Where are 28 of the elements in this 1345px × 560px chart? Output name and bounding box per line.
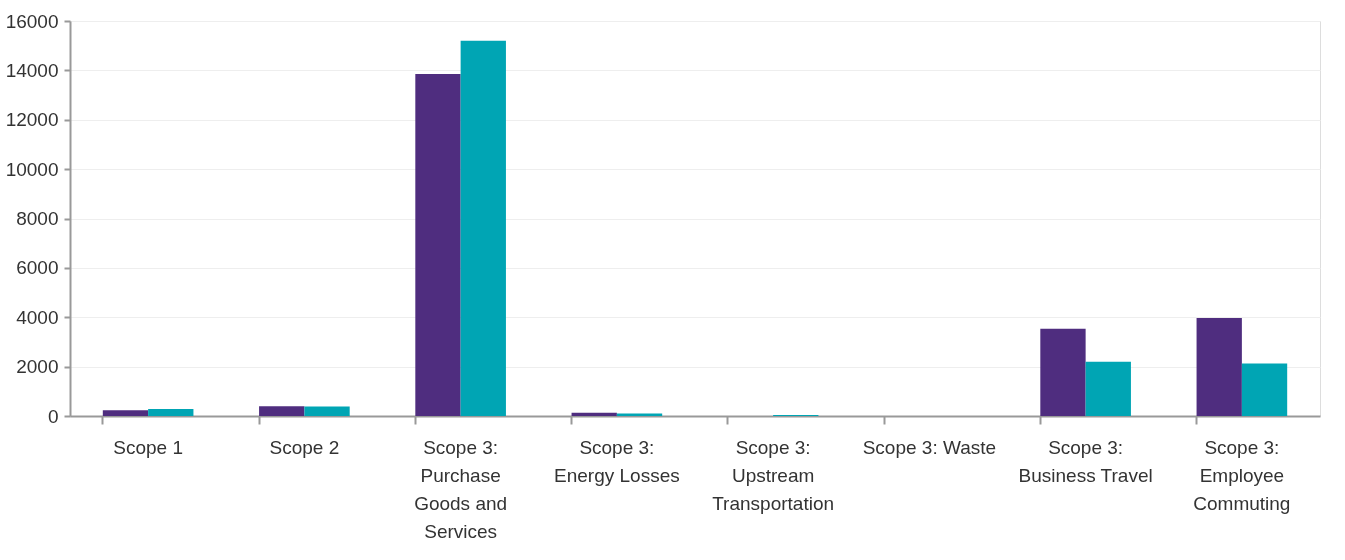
y-tick-label: 10000 bbox=[5, 158, 59, 180]
x-tick-label: Scope 3: Purchase Goods and Services bbox=[414, 436, 508, 542]
y-tick-label: 2000 bbox=[16, 356, 59, 378]
x-tick-label: Scope 1 bbox=[113, 436, 183, 458]
bar bbox=[304, 406, 350, 416]
y-tick-label: 14000 bbox=[5, 59, 59, 81]
x-tick-label: Scope 2 bbox=[269, 436, 340, 458]
bar bbox=[460, 40, 506, 416]
bar bbox=[1241, 363, 1288, 416]
x-tick-label: Scope 3: Upstream Transportation bbox=[712, 436, 835, 514]
bar bbox=[102, 410, 149, 416]
bar bbox=[148, 409, 194, 416]
y-tick-label: 0 bbox=[47, 405, 59, 427]
bar bbox=[415, 74, 461, 416]
y-tick-label: 6000 bbox=[16, 257, 59, 279]
x-tick-label: Scope 3: Energy Losses bbox=[554, 436, 680, 486]
x-tick-label: Scope 3: Business Travel bbox=[1018, 436, 1153, 486]
y-tick-label: 8000 bbox=[16, 208, 59, 229]
bar bbox=[259, 406, 305, 416]
bar bbox=[571, 412, 617, 416]
bar bbox=[1040, 328, 1086, 416]
x-tick-label: Scope 3: Employee Commuting bbox=[1193, 436, 1291, 514]
x-tick-label: Scope 3: Waste bbox=[862, 436, 997, 458]
bar bbox=[1085, 361, 1131, 416]
y-tick-label: 12000 bbox=[5, 109, 59, 131]
y-tick-label: 16000 bbox=[5, 10, 59, 32]
y-tick-label: 4000 bbox=[16, 306, 59, 328]
bar bbox=[1196, 317, 1242, 416]
